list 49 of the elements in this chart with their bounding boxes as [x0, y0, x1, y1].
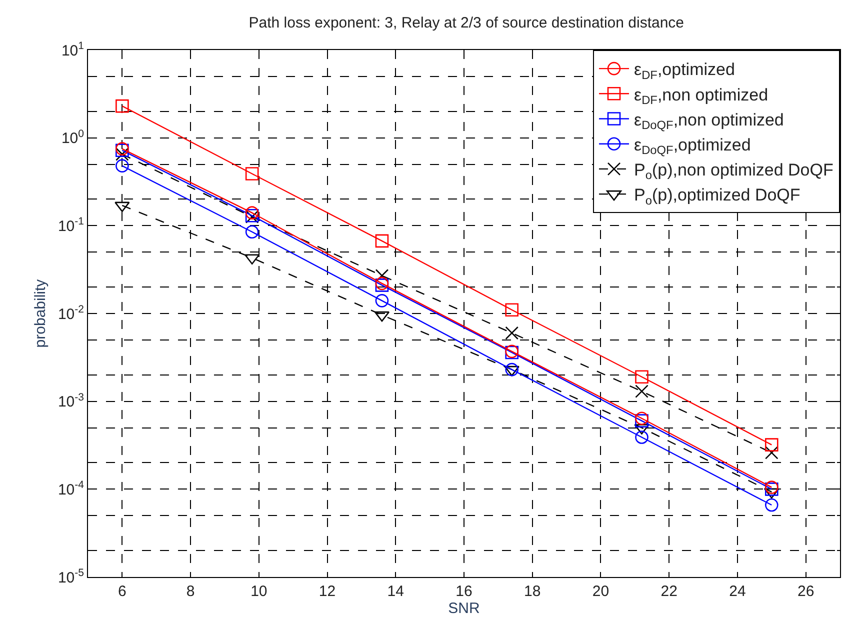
chart-title: Path loss exponent: 3, Relay at 2/3 of source destination distance — [248, 14, 684, 32]
x-axis-title: SNR — [448, 600, 480, 617]
x-tick-label: 26 — [797, 583, 814, 600]
point — [375, 268, 389, 282]
point — [505, 303, 518, 317]
point — [764, 438, 778, 452]
y-axis-title: probability — [32, 278, 50, 348]
y-tick-label: 10$^{-5}$ — [58, 566, 84, 586]
x-tick-label: 6 — [118, 583, 126, 600]
legend-label: ε$_{DF}$,non optimized — [634, 85, 768, 107]
point — [764, 488, 780, 499]
point — [764, 446, 778, 460]
point — [245, 167, 259, 180]
point — [375, 234, 389, 248]
point — [635, 414, 648, 428]
legend-label: ε$_{DoQF}$,optimized — [634, 135, 751, 158]
point — [764, 498, 778, 512]
y-tick-label: 10$^{1}$ — [61, 40, 84, 60]
x-tick-label: 12 — [318, 583, 336, 600]
x-tick-label: 24 — [729, 583, 746, 600]
point — [245, 206, 259, 220]
point — [635, 370, 648, 384]
y-tick-label: 10$^{-2}$ — [58, 303, 84, 323]
x-tick-label: 20 — [592, 583, 610, 600]
legend-label: ε$_{DF}$,optimized — [634, 60, 735, 82]
point — [116, 148, 129, 161]
point — [504, 366, 520, 376]
legend-label: ε$_{DoQF}$,non optimized — [634, 110, 784, 132]
point — [635, 430, 648, 444]
y-tick-label: 10$^{-4}$ — [58, 479, 84, 498]
point — [505, 362, 518, 376]
y-tick-label: 10$^{0}$ — [61, 128, 84, 148]
legend-label: P$_{o}$(p),non optimized DoQF — [634, 160, 834, 182]
legend-label: P$_{o}$(p),optimized DoQF — [634, 186, 800, 208]
x-tick-label: 10 — [250, 583, 268, 600]
point — [505, 326, 518, 340]
x-tick-label: 14 — [387, 583, 404, 600]
point — [116, 99, 129, 113]
x-tick-label: 8 — [186, 583, 195, 600]
point — [116, 159, 129, 172]
x-tick-label: 22 — [660, 583, 678, 600]
point — [635, 412, 648, 426]
y-tick-label: 10$^{-1}$ — [58, 216, 84, 235]
x-tick-label: 18 — [524, 583, 541, 600]
y-tick-label: 10$^{-3}$ — [58, 391, 84, 411]
x-tick-label: 16 — [456, 583, 472, 600]
point — [635, 384, 648, 398]
point — [375, 294, 389, 308]
point — [245, 225, 259, 239]
